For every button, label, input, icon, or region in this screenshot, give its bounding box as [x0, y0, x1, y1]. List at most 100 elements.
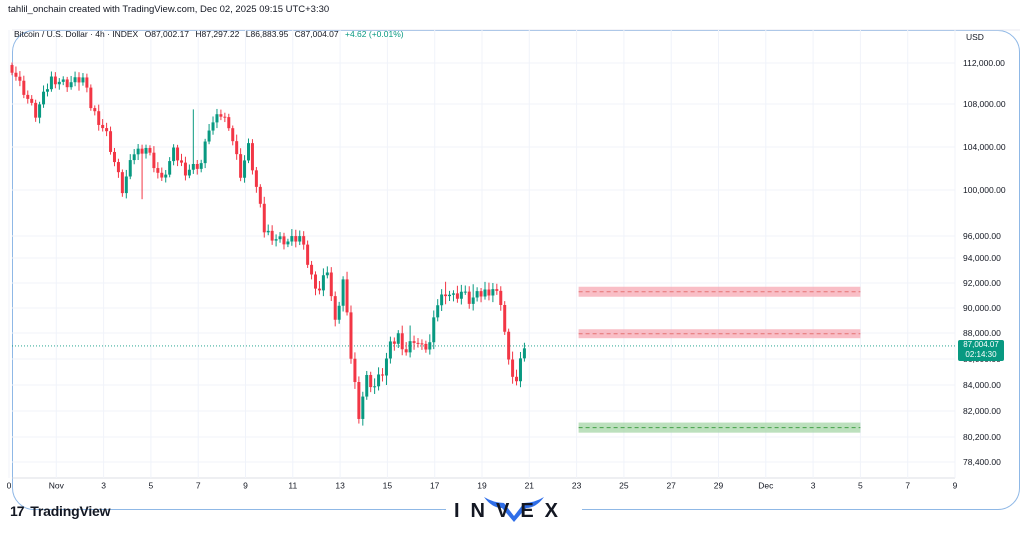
- candle-body: [187, 169, 191, 176]
- candle-body: [77, 77, 81, 83]
- candle-body: [459, 291, 463, 299]
- time-tick-label: 25: [619, 480, 629, 490]
- candle-body: [420, 343, 424, 345]
- time-tick-label: 11: [288, 480, 297, 490]
- candle-body: [377, 374, 381, 387]
- candle-body: [428, 342, 432, 350]
- candle-body: [109, 131, 113, 152]
- candle-body: [112, 151, 116, 163]
- candle-body: [152, 152, 156, 169]
- candle-body: [282, 236, 286, 245]
- time-tick-label: 21: [525, 480, 535, 490]
- candle-body: [235, 141, 239, 155]
- candle-body: [140, 148, 144, 154]
- candle-body: [440, 294, 444, 306]
- candle-body: [511, 359, 515, 377]
- candle-body: [515, 376, 519, 382]
- candle-body: [250, 143, 254, 171]
- invex-horns-icon: [484, 497, 544, 522]
- candle-body: [337, 305, 341, 320]
- candle-body: [373, 386, 377, 388]
- candle-body: [416, 342, 420, 344]
- candle-body: [436, 305, 440, 318]
- invex-wordmark: INVEX: [454, 500, 570, 522]
- invex-logo: INVEX: [454, 494, 574, 524]
- candle-body: [69, 82, 73, 88]
- bar-countdown: 02:14:30: [965, 350, 997, 359]
- candle-body: [349, 312, 353, 359]
- candle-body: [160, 172, 164, 178]
- candle-body: [463, 291, 467, 293]
- candle-body: [183, 162, 187, 176]
- candle-body: [93, 108, 97, 112]
- candle-body: [101, 124, 105, 129]
- time-tick-label: Dec: [758, 480, 774, 490]
- symbol-name[interactable]: Bitcoin / U.S. Dollar · 4h · INDEX: [14, 29, 139, 39]
- close-value: C87,004.07: [294, 29, 339, 39]
- price-tick-label: 82,000.00: [963, 406, 1001, 416]
- candle-body: [156, 168, 160, 173]
- candle-body: [30, 98, 34, 103]
- candle-body: [314, 274, 318, 289]
- candle-body: [254, 170, 258, 187]
- candle-body: [239, 154, 243, 178]
- time-tick-label: 0: [7, 480, 12, 490]
- candle-body: [124, 176, 128, 194]
- candle-body: [148, 147, 152, 153]
- candle-body: [467, 291, 471, 304]
- candle-body: [294, 236, 298, 242]
- candle-body: [211, 122, 215, 131]
- currency-label[interactable]: USD: [966, 32, 984, 42]
- price-axis[interactable]: 112,000.00 108,000.00 104,000.00 100,000.00…: [963, 58, 1006, 467]
- candle-body: [518, 358, 522, 382]
- low-value: L86,883.95: [245, 29, 289, 39]
- candle-body: [243, 160, 247, 178]
- last-price-tag: 87,004.07 02:14:30: [958, 340, 1004, 361]
- candle-body: [325, 272, 329, 276]
- time-tick-label: 19: [477, 480, 487, 490]
- candle-body: [329, 272, 333, 297]
- symbol-info: Bitcoin / U.S. Dollar · 4h · INDEX O87,0…: [14, 29, 404, 39]
- candle-body: [14, 72, 18, 77]
- candle-body: [195, 163, 199, 169]
- candle-body: [172, 147, 176, 162]
- candle-body: [34, 102, 38, 118]
- candle-body: [227, 117, 231, 129]
- time-axis[interactable]: 0 Nov 3 5 7 9 11 13 15 17 19 21 23 25 27 29 Dec 3 5 7 9: [7, 480, 958, 490]
- price-tick-label: 84,000.00: [963, 380, 1001, 390]
- candle-body: [321, 275, 325, 291]
- candle-body: [120, 172, 124, 194]
- candle-body: [61, 79, 65, 82]
- candle-body: [38, 104, 42, 118]
- tradingview-wordmark: TradingView: [30, 503, 111, 519]
- candle-body: [97, 111, 101, 125]
- candle-body: [144, 147, 148, 154]
- candle-body: [495, 289, 499, 291]
- price-tick-label: 104,000.00: [963, 142, 1006, 152]
- candle-body: [471, 297, 475, 304]
- candle-body: [262, 203, 266, 233]
- candle-body: [392, 341, 396, 344]
- price-tick-label: 94,000.00: [963, 253, 1001, 263]
- time-tick-label: 17: [430, 480, 440, 490]
- candle-body: [10, 65, 14, 73]
- candle-body: [483, 289, 487, 297]
- candle-body: [278, 236, 282, 240]
- candle-body: [507, 331, 511, 360]
- candle-body: [199, 163, 203, 169]
- candle-body: [396, 333, 400, 344]
- candle-body: [203, 141, 207, 164]
- candle-body: [310, 264, 314, 275]
- candle-body: [247, 143, 250, 161]
- candle-body: [448, 294, 452, 297]
- time-tick-label: 15: [383, 480, 393, 490]
- chart-credit: tahlil_onchain created with TradingView.…: [8, 4, 330, 15]
- candle-body: [353, 358, 357, 383]
- time-tick-label: 23: [572, 480, 582, 490]
- candle-body: [258, 186, 262, 204]
- candle-body: [26, 94, 30, 99]
- candle-body: [475, 291, 479, 298]
- candle-body: [57, 81, 61, 85]
- candle-body: [522, 348, 526, 359]
